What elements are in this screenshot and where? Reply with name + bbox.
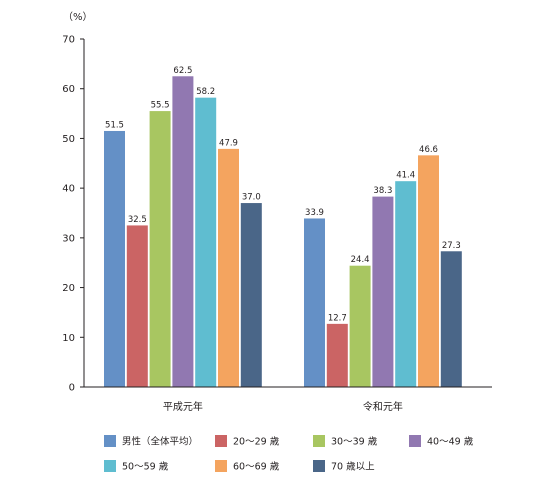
y-tick-label: 0 [69,383,75,394]
y-tick-label: 40 [62,184,75,195]
data-label: 27.3 [442,241,461,251]
data-label: 47.9 [219,138,238,148]
bar [218,148,239,387]
legend-label: 60〜69 歳 [233,461,280,473]
data-labels: 51.5 33.9 32.5 12.7 55.5 24.4 62.5 38.3 58.2 41.4… [105,66,461,324]
category-label: 平成元年 [163,400,203,413]
bars [104,76,462,388]
bar [104,130,125,387]
legend-label: 70 歳以上 [331,461,375,473]
y-tick-label: 10 [62,333,75,344]
legend-label: 20〜29 歳 [233,436,280,448]
bar [395,181,417,387]
data-label: 51.5 [105,120,124,130]
bar [240,203,262,387]
bar [349,265,371,387]
data-label: 46.6 [419,145,438,155]
y-tick-label: 30 [62,233,75,244]
data-label: 58.2 [196,87,215,97]
legend-label: 男性（全体平均） [122,436,198,448]
legend-swatch [215,460,227,472]
data-label: 55.5 [151,101,170,111]
bar [149,111,171,387]
legend-label: 30〜39 歳 [331,436,378,448]
legend-swatch [409,435,421,447]
y-tick-label: 70 [62,35,75,46]
y-tick-label: 50 [62,134,75,145]
legend-swatch [215,435,227,447]
y-tick-label: 20 [62,283,75,294]
data-label: 38.3 [373,186,392,196]
bar [418,155,439,387]
legend-label: 40〜49 歳 [427,436,474,448]
y-axis-unit: （%） [63,11,93,23]
y-axis: 0 10 20 30 40 50 60 70 [62,35,85,394]
x-axis: 平成元年 令和元年 [84,386,492,413]
legend-swatch [313,460,325,472]
legend-swatch [104,460,116,472]
data-label: 41.4 [396,171,415,181]
data-label: 24.4 [351,255,370,265]
legend-label: 50〜59 歳 [122,461,169,473]
data-label: 37.0 [242,193,261,203]
bar [195,97,217,388]
bar [304,218,325,387]
legend: 男性（全体平均） 20〜29 歳 30〜39 歳 40〜49 歳 50〜59 歳 60〜6… [104,435,474,473]
bar [372,196,394,387]
y-tick-label: 60 [62,84,75,95]
bar [326,323,348,387]
bar [126,225,148,387]
bar [440,251,462,387]
bar [172,76,194,388]
legend-swatch [104,435,116,447]
data-label: 12.7 [328,313,347,323]
data-label: 32.5 [128,215,147,225]
legend-swatch [313,435,325,447]
data-label: 62.5 [173,66,192,76]
category-label: 令和元年 [363,400,403,413]
data-label: 33.9 [305,208,324,218]
